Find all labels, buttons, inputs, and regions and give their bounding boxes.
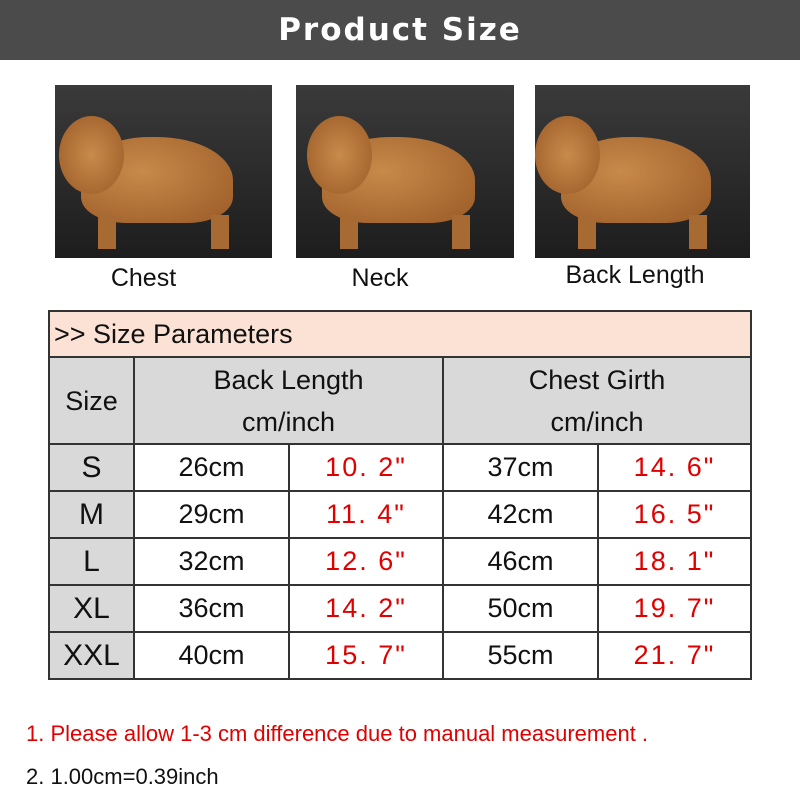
size-cell: S [48, 443, 135, 492]
chest-inch-cell: 16. 5" [597, 490, 752, 539]
header-unit: cm/inch [550, 406, 644, 437]
chest-inch-cell: 18. 1" [597, 537, 752, 586]
back-inch-cell: 11. 4" [288, 490, 444, 539]
chest-cm-cell: 37cm [442, 443, 599, 492]
header-back-length-label: Back Length [213, 364, 364, 395]
note-conversion: 2. 1.00cm=0.39inch [26, 764, 219, 789]
back-cm-cell: 32cm [133, 537, 290, 586]
size-cell: XXL [48, 631, 135, 680]
header-unit: cm/inch [241, 406, 336, 437]
size-cell: XL [48, 584, 135, 633]
dog-back-photo [535, 85, 750, 258]
chest-cm-cell: 46cm [442, 537, 599, 586]
back-cm-cell: 36cm [133, 584, 290, 633]
table-row: L 32cm 12. 6" 46cm 18. 1" [48, 537, 752, 586]
size-table: >> Size Parameters Size Back Length cm/in… [48, 310, 752, 680]
dog-neck-photo [296, 85, 514, 258]
chest-cm-cell: 42cm [442, 490, 599, 539]
caption-chest: Chest [110, 264, 177, 292]
back-inch-cell: 10. 2" [288, 443, 444, 492]
header-size: Size [48, 356, 135, 445]
table-row: S 26cm 10. 2" 37cm 14. 6" [48, 443, 752, 492]
back-inch-cell: 12. 6" [288, 537, 444, 586]
caption-back-length: Back Length [565, 261, 705, 289]
back-cm-cell: 29cm [133, 490, 290, 539]
table-row: XL 36cm 14. 2" 50cm 19. 7" [48, 584, 752, 633]
table-title: >> Size Parameters [48, 310, 752, 358]
chest-inch-cell: 14. 6" [597, 443, 752, 492]
header-chest-girth: Chest Girth cm/inch [442, 356, 752, 445]
chest-inch-cell: 19. 7" [597, 584, 752, 633]
back-cm-cell: 40cm [133, 631, 290, 680]
back-inch-cell: 15. 7" [288, 631, 444, 680]
note-measurement: 1. Please allow 1-3 cm difference due to… [26, 721, 649, 746]
chest-cm-cell: 55cm [442, 631, 599, 680]
size-cell: L [48, 537, 135, 586]
header-back-length: Back Length cm/inch [133, 356, 444, 445]
back-cm-cell: 26cm [133, 443, 290, 492]
header-chest-girth-label: Chest Girth [528, 364, 666, 395]
page-title: Product Size [0, 0, 800, 60]
size-cell: M [48, 490, 135, 539]
chest-inch-cell: 21. 7" [597, 631, 752, 680]
caption-neck: Neck [351, 264, 409, 292]
table-row: M 29cm 11. 4" 42cm 16. 5" [48, 490, 752, 539]
chest-cm-cell: 50cm [442, 584, 599, 633]
table-row: XXL 40cm 15. 7" 55cm 21. 7" [48, 631, 752, 680]
dog-chest-photo [55, 85, 272, 258]
back-inch-cell: 14. 2" [288, 584, 444, 633]
